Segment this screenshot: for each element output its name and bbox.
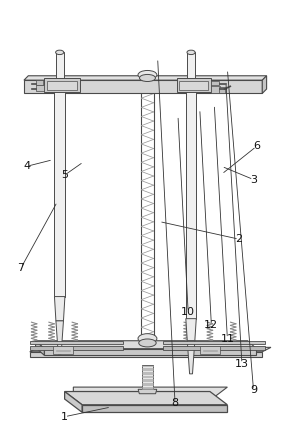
Polygon shape (142, 365, 153, 392)
Ellipse shape (140, 74, 155, 82)
Polygon shape (65, 392, 227, 405)
Polygon shape (44, 349, 256, 355)
Polygon shape (65, 392, 82, 412)
Bar (36, 85, 44, 91)
Polygon shape (164, 341, 265, 344)
Text: 12: 12 (204, 320, 218, 330)
Polygon shape (30, 347, 271, 352)
Bar (36, 80, 43, 85)
Polygon shape (24, 76, 267, 80)
Polygon shape (24, 80, 262, 93)
Polygon shape (44, 78, 80, 92)
Polygon shape (186, 82, 196, 319)
Text: 9: 9 (250, 385, 257, 395)
Ellipse shape (55, 50, 64, 54)
Text: 1: 1 (61, 412, 68, 422)
Polygon shape (55, 52, 64, 78)
Polygon shape (36, 341, 44, 355)
Polygon shape (36, 341, 256, 349)
Polygon shape (30, 341, 123, 344)
Text: 8: 8 (171, 398, 179, 408)
Bar (211, 81, 219, 85)
Bar (219, 87, 225, 93)
Text: 11: 11 (220, 334, 234, 343)
Polygon shape (54, 296, 65, 321)
Polygon shape (56, 321, 63, 354)
Polygon shape (164, 346, 265, 350)
Polygon shape (82, 405, 227, 412)
Text: 10: 10 (181, 307, 195, 317)
Polygon shape (186, 319, 196, 341)
Text: 5: 5 (61, 170, 68, 180)
Text: 7: 7 (18, 263, 25, 273)
Text: 3: 3 (250, 175, 257, 185)
Ellipse shape (187, 50, 195, 54)
Text: 2: 2 (235, 234, 243, 244)
Polygon shape (53, 346, 73, 354)
Polygon shape (200, 346, 220, 354)
Text: 13: 13 (235, 359, 249, 369)
Polygon shape (262, 76, 267, 93)
Ellipse shape (138, 334, 157, 343)
Ellipse shape (138, 70, 157, 79)
Text: 6: 6 (253, 141, 260, 152)
Text: 4: 4 (23, 161, 30, 171)
Polygon shape (73, 387, 227, 400)
Polygon shape (47, 81, 77, 90)
Polygon shape (54, 82, 65, 296)
Polygon shape (177, 78, 211, 92)
Polygon shape (138, 389, 157, 394)
Polygon shape (187, 341, 195, 374)
Polygon shape (30, 352, 262, 357)
Polygon shape (187, 52, 195, 78)
Ellipse shape (139, 339, 156, 347)
Polygon shape (179, 81, 208, 90)
Bar (211, 86, 220, 93)
Polygon shape (30, 346, 123, 350)
